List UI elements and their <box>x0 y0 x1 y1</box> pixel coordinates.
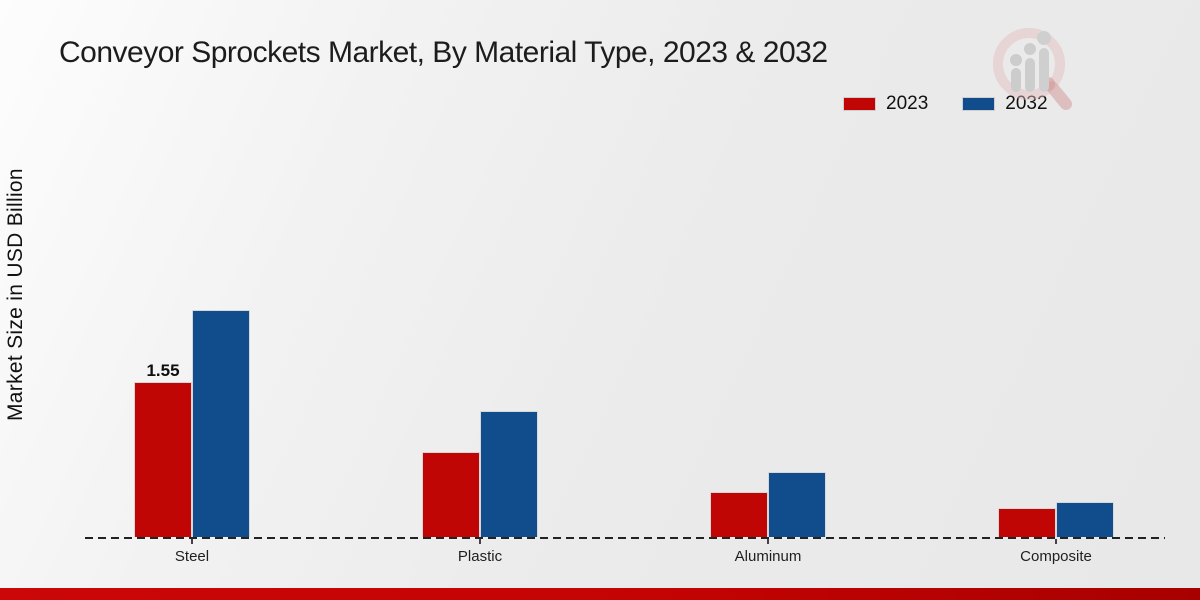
bar-composite-2032 <box>1056 502 1114 537</box>
category-label-composite: Composite <box>1020 548 1092 565</box>
bar-composite-2023 <box>998 508 1056 537</box>
bar-aluminum-2023 <box>710 492 768 537</box>
x-tick-composite <box>1055 539 1057 544</box>
data-label-steel-2023: 1.55 <box>146 361 180 380</box>
magnifier-bar-chart-logo-icon <box>993 28 1072 110</box>
legend-label-2023: 2023 <box>886 93 929 114</box>
bar-plastic-2023 <box>422 452 480 537</box>
category-label-plastic: Plastic <box>457 548 503 565</box>
legend-swatch-2032-icon <box>962 97 996 111</box>
plot-area: 1.55 Steel Plastic Aluminum Composite <box>85 100 1165 565</box>
bottom-accent-bar <box>0 588 1200 600</box>
x-axis-baseline <box>85 537 1165 539</box>
x-tick-plastic <box>479 539 481 544</box>
y-axis-label: Market Size in USD Billion <box>4 168 27 422</box>
legend-label-2032: 2032 <box>1005 93 1048 114</box>
x-tick-aluminum <box>767 539 769 544</box>
chart-title: Conveyor Sprockets Market, By Material T… <box>59 36 828 69</box>
legend-item-2032: 2032 <box>962 93 1048 115</box>
bar-aluminum-2032 <box>768 472 826 537</box>
legend-swatch-2023-icon <box>843 97 876 111</box>
legend-item-2023: 2023 <box>843 93 928 115</box>
bar-steel-2023 <box>134 382 192 537</box>
legend: 2023 2032 <box>843 93 1048 115</box>
category-label-aluminum: Aluminum <box>734 548 802 565</box>
x-tick-steel <box>191 539 193 544</box>
bar-plastic-2032 <box>480 411 538 537</box>
bar-steel-2032 <box>192 310 250 537</box>
category-label-steel: Steel <box>174 548 210 565</box>
